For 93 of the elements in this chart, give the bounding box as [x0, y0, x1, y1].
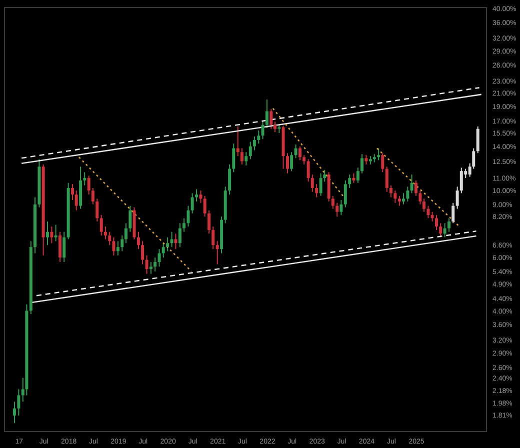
candlestick [360, 154, 364, 174]
candlestick [348, 174, 352, 188]
candlestick [418, 190, 422, 205]
candlestick [406, 186, 410, 202]
candlestick [149, 262, 152, 274]
candlestick [364, 154, 368, 165]
candlestick [340, 200, 343, 216]
candlestick [381, 152, 384, 173]
candlestick [290, 152, 294, 172]
candlestick [422, 198, 426, 212]
candlestick [112, 236, 116, 256]
candlestick [54, 224, 58, 242]
candlestick [124, 222, 128, 244]
candlestick [154, 257, 157, 272]
candlestick [178, 222, 182, 248]
candlestick [265, 99, 268, 129]
candlestick [208, 210, 211, 234]
candlestick [402, 192, 405, 205]
candlestick [310, 174, 314, 192]
candlestick [203, 195, 206, 218]
candlestick [12, 401, 16, 424]
candlestick [104, 226, 107, 240]
candlestick [120, 234, 124, 252]
candlestick [294, 144, 298, 159]
candlestick [166, 236, 170, 252]
candlestick [435, 214, 438, 231]
candlestick [377, 148, 380, 161]
candlestick [136, 231, 140, 250]
candlestick [273, 121, 276, 133]
candlestick [96, 198, 99, 222]
candlestick [248, 141, 252, 160]
candlestick [389, 184, 392, 198]
candlestick [83, 172, 86, 186]
candlestick [17, 388, 20, 416]
candlestick [306, 158, 310, 182]
candlestick [216, 240, 219, 265]
candlestick [162, 242, 165, 258]
candlestick [87, 175, 90, 196]
candlestick [261, 120, 264, 140]
candlestick [195, 188, 198, 202]
candlestick [91, 187, 94, 205]
candlestick [141, 240, 144, 265]
candlestick [62, 231, 66, 263]
candlestick [100, 214, 103, 236]
candlestick [240, 148, 244, 165]
candlestick [186, 205, 190, 228]
candlestick [385, 166, 388, 192]
candlestick [356, 167, 360, 184]
candlestick [456, 186, 459, 210]
candlestick [298, 146, 302, 161]
candlestick [170, 231, 174, 248]
candlestick [476, 126, 480, 154]
candlestick [50, 226, 54, 244]
candlestick [448, 218, 451, 232]
candlestick [352, 172, 356, 184]
candlestick [414, 180, 418, 196]
candlestick [315, 184, 318, 198]
candlestick [128, 205, 132, 232]
candlestick [228, 164, 232, 196]
candlestick [426, 205, 430, 219]
candlestick [108, 231, 112, 246]
candlestick [302, 154, 306, 165]
candlestick [331, 195, 334, 210]
candlestick [236, 126, 240, 157]
candlestick [190, 192, 194, 214]
candlestick [460, 167, 463, 194]
candlestick [398, 195, 401, 206]
candlestick [443, 222, 446, 238]
candlestick [145, 254, 148, 274]
candlestick [158, 248, 161, 268]
candlestick [286, 152, 289, 174]
candlestick [439, 222, 442, 238]
candlestick [212, 226, 215, 250]
candlestick [232, 143, 236, 173]
candlestick [452, 202, 455, 224]
candlestick [182, 218, 186, 232]
candlestick [336, 202, 339, 218]
candlestick [430, 211, 434, 222]
candlestick [394, 190, 397, 204]
candlestick [410, 174, 414, 194]
candlestick [116, 240, 120, 256]
candlestick [344, 180, 347, 208]
candlestick [71, 184, 74, 201]
candlestick [58, 231, 62, 263]
candlestick [199, 190, 202, 204]
candlestick [174, 233, 178, 250]
candlestick [46, 220, 50, 246]
candlestick [244, 152, 248, 166]
candlestick [252, 136, 256, 151]
candlestick [74, 190, 78, 211]
candlestick [270, 108, 273, 130]
candlestick [319, 172, 322, 196]
candlestick [257, 130, 260, 144]
